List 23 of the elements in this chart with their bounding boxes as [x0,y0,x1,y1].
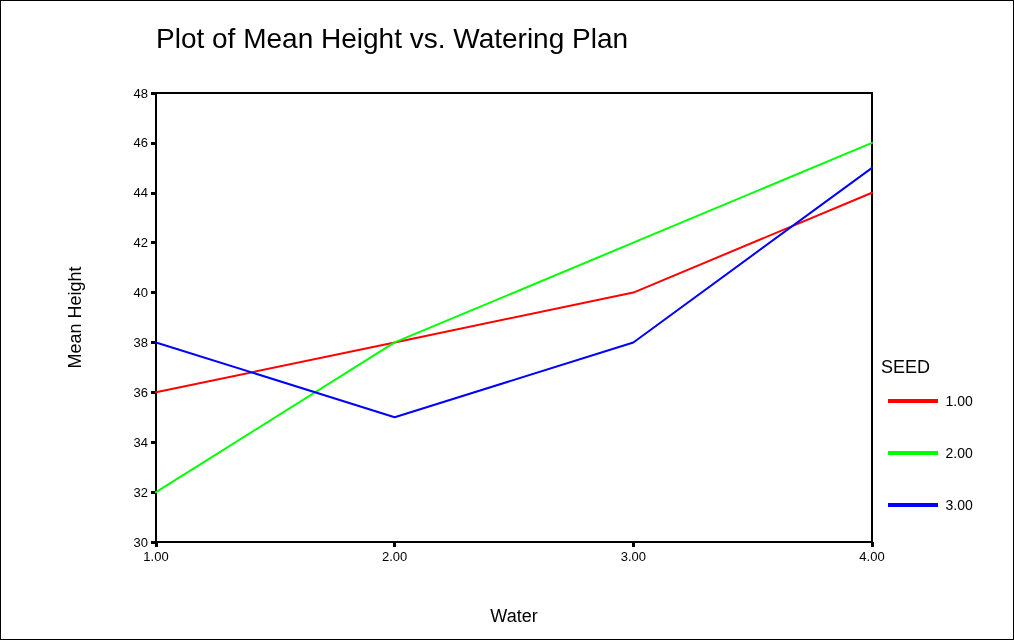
y-tick-label: 48 [133,85,148,101]
line-series [155,191,873,394]
y-tick-label: 40 [133,285,148,301]
y-tick-label: 32 [133,484,148,500]
line-series [155,141,873,494]
legend-label: 1.00 [945,393,973,409]
y-axis-title: Mean Height [65,266,85,369]
x-tick-label: 2.00 [382,549,408,564]
chart-title: Plot of Mean Height vs. Watering Plan [156,22,629,54]
y-tick-label: 42 [133,235,148,251]
x-tick-label: 3.00 [620,549,646,564]
x-tick-label: 4.00 [859,549,885,564]
x-axis-title: Water [490,606,538,626]
y-tick-label: 46 [133,135,148,151]
x-tick-label: 1.00 [143,549,169,564]
y-tick-label: 34 [133,434,148,450]
y-tick-label: 44 [133,185,148,201]
y-tick-label: 38 [133,334,148,350]
legend-label: 2.00 [945,445,973,461]
legend-title: SEED [881,357,931,377]
y-tick-label: 36 [133,384,148,400]
legend-label: 3.00 [945,497,973,513]
y-tick-label: 30 [133,534,148,550]
